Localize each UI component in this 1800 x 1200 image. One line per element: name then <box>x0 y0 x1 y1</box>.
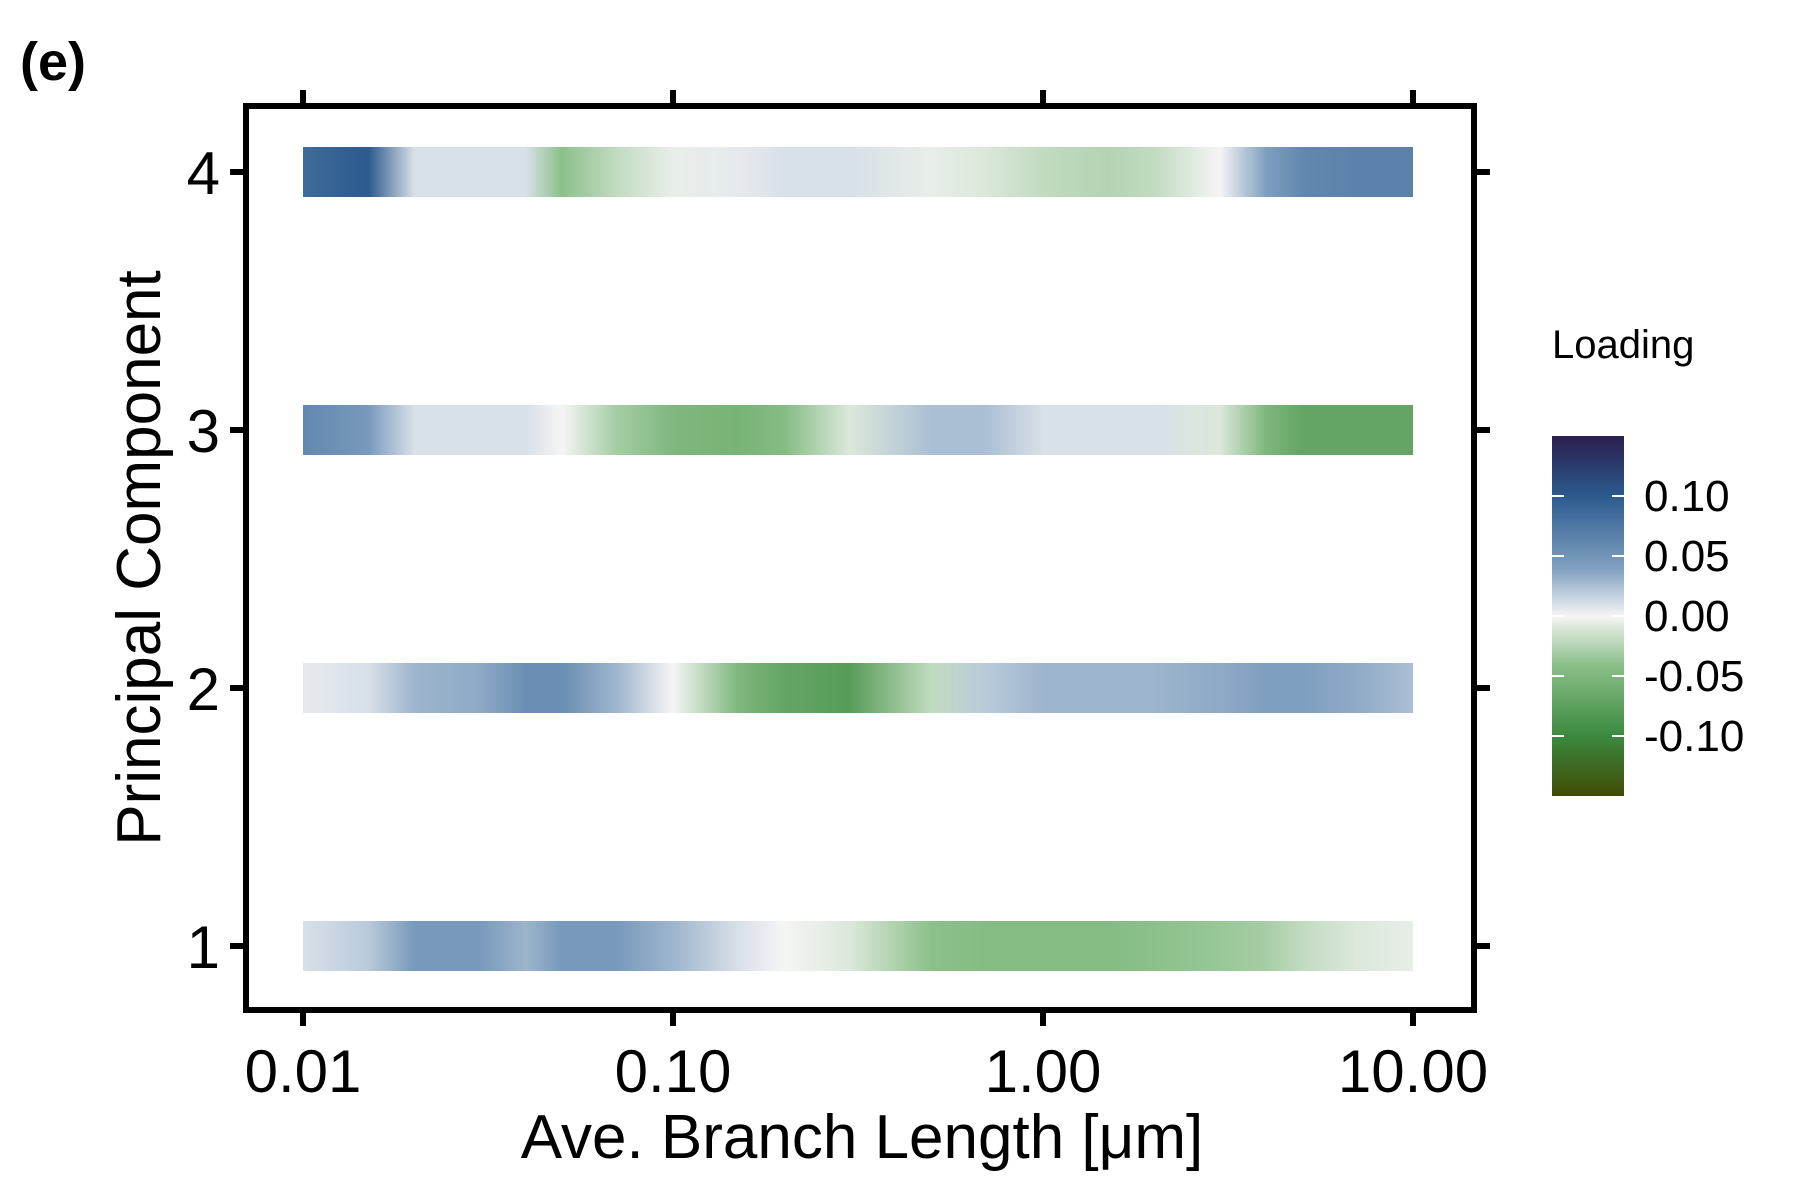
legend-tick-label: 0.10 <box>1644 472 1730 521</box>
y-tick-label: 3 <box>187 398 220 465</box>
y-tick-label: 1 <box>187 914 220 981</box>
legend-tick-label: -0.10 <box>1644 712 1744 761</box>
legend: Loading 0.10 0.05 0.00 -0.05 -0.10 <box>1552 323 1744 796</box>
heatmap-row-pc1 <box>303 921 1413 971</box>
panel-label: (e) <box>20 32 86 92</box>
legend-tick-label: -0.05 <box>1644 652 1744 701</box>
y-tick-label: 4 <box>187 140 220 207</box>
x-axis-title: Ave. Branch Length [μm] <box>521 1103 1204 1172</box>
x-tick-label: 0.01 <box>245 1038 362 1105</box>
plot-frame <box>243 103 1477 1013</box>
x-tick-label: 1.00 <box>985 1038 1102 1105</box>
heatmap-bars <box>303 147 1413 971</box>
legend-tick-label: 0.05 <box>1644 532 1730 581</box>
x-tick-label: 10.00 <box>1338 1038 1488 1105</box>
heatmap-row-pc2 <box>303 663 1413 713</box>
legend-ticks: 0.10 0.05 0.00 -0.05 -0.10 <box>1552 472 1744 761</box>
legend-tick-label: 0.00 <box>1644 592 1730 641</box>
y-axis-title: Principal Component <box>105 270 174 846</box>
heatmap-row-pc3 <box>303 405 1413 455</box>
y-tick-label: 2 <box>187 656 220 723</box>
legend-title: Loading <box>1552 323 1694 367</box>
axes: 0.01 0.10 1.00 10.00 1 2 3 4 <box>187 90 1490 1105</box>
x-tick-label: 0.10 <box>615 1038 732 1105</box>
heatmap-row-pc4 <box>303 147 1413 197</box>
